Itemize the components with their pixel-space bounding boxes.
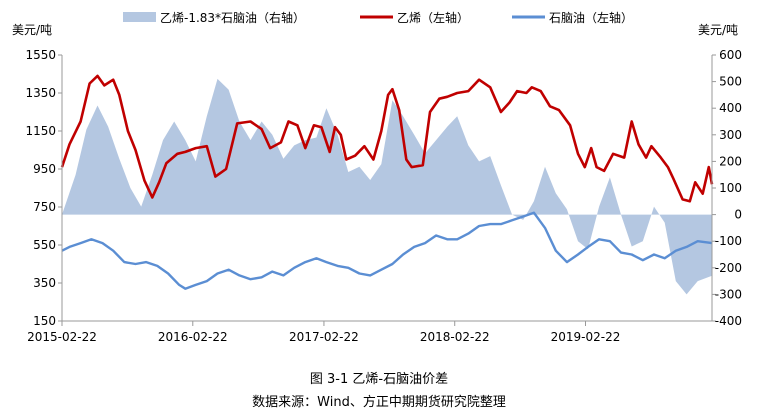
legend-label-spread: 乙烯-1.83*石脑油（右轴） (160, 10, 305, 25)
legend-label-naphtha: 石脑油（左轴） (549, 10, 633, 25)
right-tick-label: -300 (715, 287, 742, 301)
source-note: 数据来源：Wind、方正中期期货研究院整理 (252, 395, 506, 410)
x-tick-label: 2016-02-22 (158, 330, 228, 344)
left-tick-label: 150 (33, 314, 56, 328)
left-tick-label: 1550 (25, 48, 56, 62)
legend-label-ethylene: 乙烯（左轴） (397, 10, 469, 25)
x-tick-label: 2015-02-22 (27, 330, 97, 344)
left-tick-label: 350 (33, 276, 56, 290)
x-tick-label: 2018-02-22 (420, 330, 490, 344)
right-tick-label: -200 (715, 261, 742, 275)
spread-chart: 乙烯-1.83*石脑油（右轴） 乙烯（左轴） 石脑油（左轴） 美元/吨 美元/吨… (12, 10, 742, 344)
right-tick-label: 300 (719, 128, 742, 142)
figure-caption: 图 3-1 乙烯-石脑油价差 (309, 372, 449, 387)
right-tick-label: 200 (719, 154, 742, 168)
right-tick-label: 0 (734, 208, 742, 222)
left-tick-label: 950 (33, 162, 56, 176)
left-tick-label: 550 (33, 238, 56, 252)
plot-area (60, 74, 714, 295)
right-tick-label: 400 (719, 101, 742, 115)
series-line-naphtha (61, 211, 713, 290)
right-axis-unit: 美元/吨 (698, 23, 738, 37)
x-tick-label: 2017-02-22 (289, 330, 359, 344)
right-tick-label: 600 (719, 48, 742, 62)
right-tick-label: -100 (715, 234, 742, 248)
x-tick-label: 2019-02-22 (551, 330, 621, 344)
legend-swatch-spread (123, 12, 156, 22)
left-axis-unit: 美元/吨 (12, 23, 52, 37)
left-tick-label: 750 (33, 200, 56, 214)
right-tick-label: 500 (719, 75, 742, 89)
series-line-ethylene (60, 74, 714, 203)
right-tick-label: -400 (715, 314, 742, 328)
left-tick-label: 1350 (25, 86, 56, 100)
axes: 150 350 550 750 950 1150 1350 1550 -400 -300 -200 -… (25, 48, 742, 344)
series-area-spread (62, 78, 712, 295)
legend: 乙烯-1.83*石脑油（右轴） 乙烯（左轴） 石脑油（左轴） (123, 10, 633, 25)
left-tick-label: 1150 (25, 124, 56, 138)
right-tick-label: 100 (719, 181, 742, 195)
